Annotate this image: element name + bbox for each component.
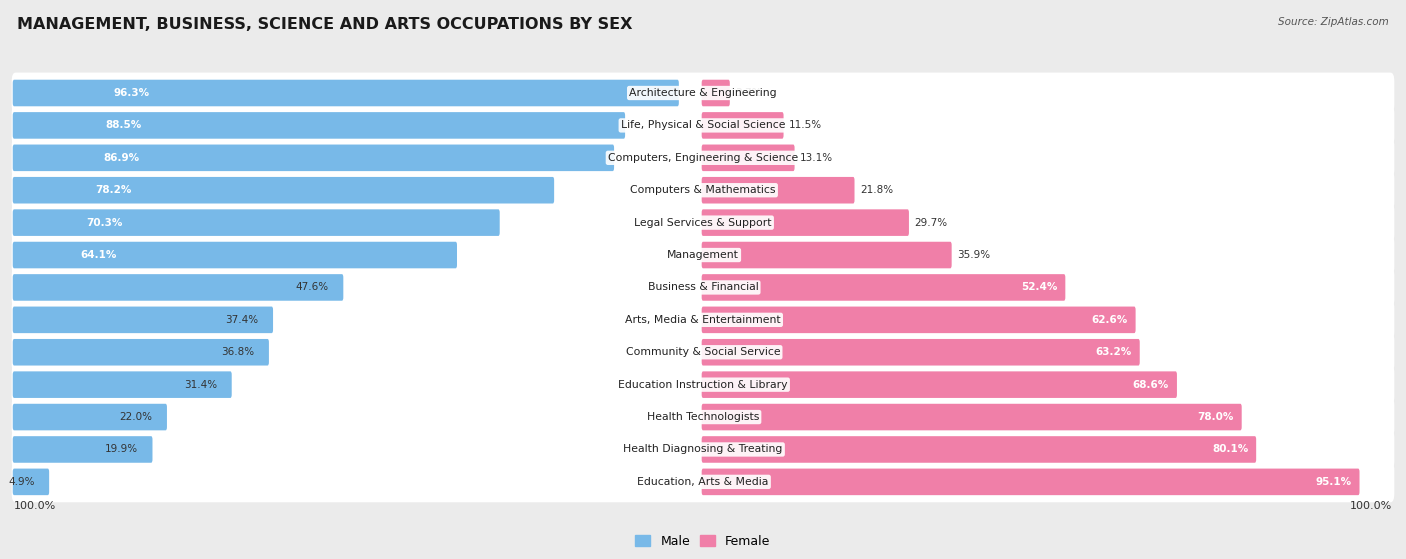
Text: 96.3%: 96.3% [114, 88, 149, 98]
FancyBboxPatch shape [702, 404, 1241, 430]
Text: 13.1%: 13.1% [800, 153, 832, 163]
FancyBboxPatch shape [11, 397, 1395, 438]
Text: 4.9%: 4.9% [8, 477, 35, 487]
FancyBboxPatch shape [13, 145, 614, 171]
Text: Education, Arts & Media: Education, Arts & Media [637, 477, 769, 487]
FancyBboxPatch shape [702, 241, 952, 268]
Text: 52.4%: 52.4% [1021, 282, 1057, 292]
FancyBboxPatch shape [702, 306, 1136, 333]
Text: 78.0%: 78.0% [1198, 412, 1233, 422]
FancyBboxPatch shape [13, 468, 49, 495]
FancyBboxPatch shape [11, 300, 1395, 340]
FancyBboxPatch shape [13, 241, 457, 268]
FancyBboxPatch shape [11, 170, 1395, 211]
Text: Management: Management [666, 250, 740, 260]
Text: 22.0%: 22.0% [120, 412, 152, 422]
FancyBboxPatch shape [13, 436, 152, 463]
FancyBboxPatch shape [702, 112, 783, 139]
Text: 35.9%: 35.9% [957, 250, 990, 260]
Text: Education Instruction & Library: Education Instruction & Library [619, 380, 787, 390]
Text: 63.2%: 63.2% [1095, 347, 1132, 357]
Text: 70.3%: 70.3% [87, 217, 124, 228]
Text: 3.7%: 3.7% [735, 88, 762, 98]
FancyBboxPatch shape [702, 371, 1177, 398]
FancyBboxPatch shape [11, 429, 1395, 470]
FancyBboxPatch shape [11, 235, 1395, 276]
Text: 95.1%: 95.1% [1316, 477, 1351, 487]
Text: 64.1%: 64.1% [80, 250, 117, 260]
Text: Arts, Media & Entertainment: Arts, Media & Entertainment [626, 315, 780, 325]
Text: 47.6%: 47.6% [295, 282, 329, 292]
Text: Business & Financial: Business & Financial [648, 282, 758, 292]
Legend: Male, Female: Male, Female [630, 530, 776, 553]
FancyBboxPatch shape [11, 364, 1395, 405]
Text: Life, Physical & Social Science: Life, Physical & Social Science [621, 120, 785, 130]
FancyBboxPatch shape [13, 404, 167, 430]
Text: Computers & Mathematics: Computers & Mathematics [630, 185, 776, 195]
Text: 80.1%: 80.1% [1212, 444, 1249, 454]
FancyBboxPatch shape [11, 138, 1395, 178]
Text: 100.0%: 100.0% [1350, 501, 1392, 511]
Text: 29.7%: 29.7% [914, 217, 948, 228]
FancyBboxPatch shape [11, 202, 1395, 243]
FancyBboxPatch shape [702, 177, 855, 203]
Text: Architecture & Engineering: Architecture & Engineering [630, 88, 776, 98]
Text: 36.8%: 36.8% [221, 347, 254, 357]
FancyBboxPatch shape [702, 145, 794, 171]
Text: 11.5%: 11.5% [789, 120, 823, 130]
FancyBboxPatch shape [13, 371, 232, 398]
Text: 21.8%: 21.8% [860, 185, 893, 195]
FancyBboxPatch shape [11, 73, 1395, 113]
FancyBboxPatch shape [702, 80, 730, 106]
Text: 86.9%: 86.9% [104, 153, 141, 163]
FancyBboxPatch shape [702, 274, 1066, 301]
FancyBboxPatch shape [13, 112, 626, 139]
FancyBboxPatch shape [13, 209, 499, 236]
Text: 100.0%: 100.0% [14, 501, 56, 511]
Text: 19.9%: 19.9% [105, 444, 138, 454]
Text: 78.2%: 78.2% [94, 185, 131, 195]
Text: Source: ZipAtlas.com: Source: ZipAtlas.com [1278, 17, 1389, 27]
FancyBboxPatch shape [11, 267, 1395, 308]
FancyBboxPatch shape [702, 436, 1256, 463]
Text: 62.6%: 62.6% [1091, 315, 1128, 325]
FancyBboxPatch shape [13, 274, 343, 301]
FancyBboxPatch shape [702, 209, 908, 236]
Text: 88.5%: 88.5% [105, 120, 142, 130]
Text: MANAGEMENT, BUSINESS, SCIENCE AND ARTS OCCUPATIONS BY SEX: MANAGEMENT, BUSINESS, SCIENCE AND ARTS O… [17, 17, 633, 32]
Text: 37.4%: 37.4% [225, 315, 259, 325]
Text: Community & Social Service: Community & Social Service [626, 347, 780, 357]
Text: 68.6%: 68.6% [1133, 380, 1168, 390]
Text: Health Diagnosing & Treating: Health Diagnosing & Treating [623, 444, 783, 454]
Text: Computers, Engineering & Science: Computers, Engineering & Science [607, 153, 799, 163]
FancyBboxPatch shape [13, 306, 273, 333]
Text: 31.4%: 31.4% [184, 380, 217, 390]
Text: Legal Services & Support: Legal Services & Support [634, 217, 772, 228]
FancyBboxPatch shape [13, 339, 269, 366]
FancyBboxPatch shape [702, 468, 1360, 495]
FancyBboxPatch shape [11, 332, 1395, 373]
FancyBboxPatch shape [13, 80, 679, 106]
FancyBboxPatch shape [702, 339, 1140, 366]
FancyBboxPatch shape [13, 177, 554, 203]
Text: Health Technologists: Health Technologists [647, 412, 759, 422]
FancyBboxPatch shape [11, 105, 1395, 146]
FancyBboxPatch shape [11, 462, 1395, 503]
